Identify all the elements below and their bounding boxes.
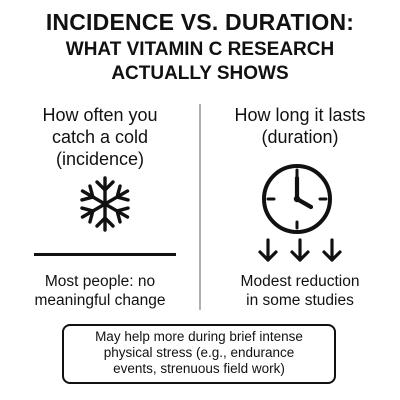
column-divider (199, 104, 201, 310)
incidence-heading-line-2: catch a cold (51, 127, 149, 147)
subtitle-line-2: ACTUALLY SHOWS (111, 63, 289, 84)
duration-heading-line-1: How long it lasts (234, 105, 366, 125)
duration-heading-line-2: (duration) (261, 127, 339, 147)
incidence-caption-line-1: Most people: no (44, 273, 156, 290)
incidence-heading: How often you catch a cold (incidence) (10, 104, 190, 170)
note-line-2: physical stress (e.g., endurance (103, 345, 295, 360)
note-line-1: May help more during brief intense (95, 329, 303, 344)
incidence-heading-line-3: (incidence) (55, 149, 145, 169)
duration-caption: Modest reduction in some studies (210, 272, 390, 310)
down-arrows-icon (258, 238, 342, 262)
no-change-line (34, 253, 176, 256)
note-line-3: events, strenuous field work) (113, 361, 285, 376)
note-box (62, 324, 336, 384)
duration-heading: How long it lasts (duration) (210, 104, 390, 148)
duration-caption-line-2: in some studies (246, 292, 354, 309)
title-main: INCIDENCE VS. DURATION: (45, 9, 355, 35)
incidence-caption: Most people: no meaningful change (10, 272, 190, 310)
note-text: May help more during brief intense physi… (66, 329, 332, 377)
snowflake-icon (76, 176, 134, 232)
clock-icon (262, 164, 332, 234)
title-subtitle: WHAT VITAMIN C RESEARCH ACTUALLY SHOWS (20, 38, 380, 86)
duration-caption-line-1: Modest reduction (240, 273, 360, 290)
subtitle-line-1: WHAT VITAMIN C RESEARCH (65, 39, 335, 60)
incidence-heading-line-1: How often you (42, 105, 158, 125)
incidence-caption-line-2: meaningful change (34, 292, 166, 309)
